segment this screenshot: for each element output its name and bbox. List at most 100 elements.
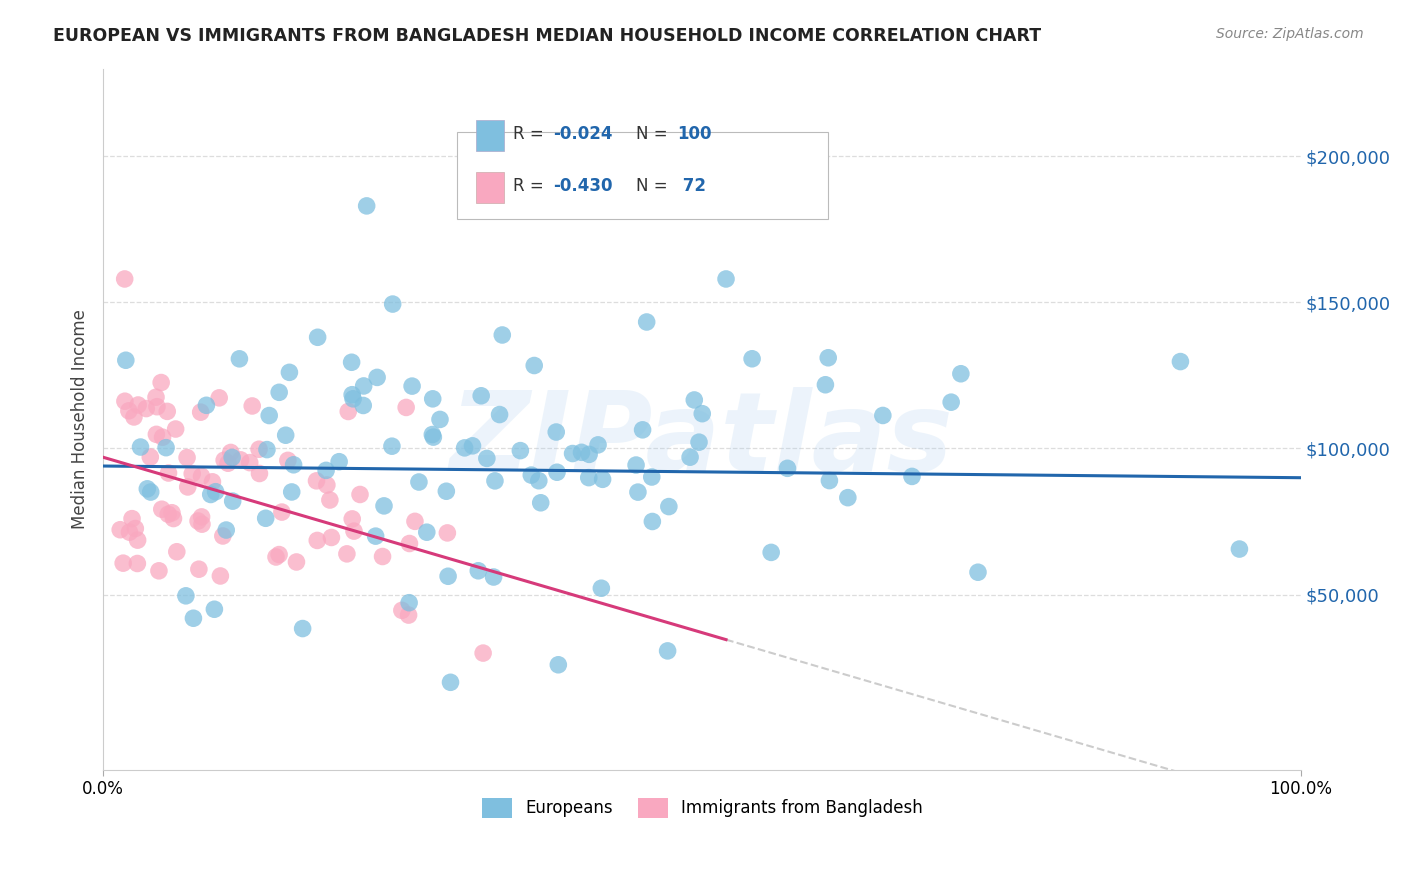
Point — [217, 456, 239, 470]
Text: ZIPatlas: ZIPatlas — [450, 387, 953, 494]
Point — [190, 405, 212, 419]
Point — [356, 199, 378, 213]
Point — [818, 474, 841, 488]
Point — [202, 602, 225, 616]
Point — [484, 474, 506, 488]
Point — [201, 475, 224, 489]
Point — [121, 511, 143, 525]
Point — [146, 400, 169, 414]
Point — [305, 474, 328, 488]
Point — [482, 570, 505, 584]
Point — [949, 367, 972, 381]
Point — [150, 502, 173, 516]
FancyBboxPatch shape — [457, 132, 828, 219]
Point — [195, 398, 218, 412]
Point — [114, 353, 136, 368]
Point — [336, 547, 359, 561]
Point — [436, 525, 458, 540]
Point — [342, 512, 364, 526]
Point — [759, 545, 782, 559]
Point — [776, 461, 799, 475]
Point — [578, 447, 600, 461]
Point — [690, 407, 713, 421]
Point — [114, 394, 136, 409]
Point — [187, 562, 209, 576]
Point — [249, 467, 271, 481]
Point — [1170, 354, 1192, 368]
Point — [160, 506, 183, 520]
Point — [256, 442, 278, 457]
Point — [211, 529, 233, 543]
Point — [641, 470, 664, 484]
Point — [658, 500, 681, 514]
Point — [366, 370, 388, 384]
Point — [491, 328, 513, 343]
Point — [247, 442, 270, 457]
Point — [340, 387, 363, 401]
Point — [254, 511, 277, 525]
Point — [872, 409, 894, 423]
Point — [240, 399, 263, 413]
Point — [307, 533, 329, 548]
Point — [439, 675, 461, 690]
Point — [183, 611, 205, 625]
Point — [530, 496, 553, 510]
Point — [373, 499, 395, 513]
Point — [215, 523, 238, 537]
Point — [257, 409, 280, 423]
Point — [166, 545, 188, 559]
Point — [145, 390, 167, 404]
Point — [174, 589, 197, 603]
Point — [191, 517, 214, 532]
Point — [817, 351, 839, 365]
Point — [578, 470, 600, 484]
Point — [139, 450, 162, 464]
Point — [118, 525, 141, 540]
Point — [901, 469, 924, 483]
Point — [139, 485, 162, 500]
Point — [398, 596, 420, 610]
Point — [155, 441, 177, 455]
Point — [129, 440, 152, 454]
Point — [190, 469, 212, 483]
Point — [434, 484, 457, 499]
Point — [422, 392, 444, 406]
Point — [475, 451, 498, 466]
Point — [315, 478, 337, 492]
Point — [381, 439, 404, 453]
Point — [627, 485, 650, 500]
Point — [429, 412, 451, 426]
Text: N =: N = — [636, 178, 673, 195]
Point — [127, 398, 149, 412]
FancyBboxPatch shape — [475, 120, 505, 152]
Point — [467, 564, 489, 578]
Point — [337, 404, 360, 418]
Point — [285, 555, 308, 569]
Point — [280, 485, 302, 500]
Point — [162, 511, 184, 525]
Point — [328, 455, 350, 469]
Point — [177, 480, 200, 494]
Point — [381, 297, 404, 311]
Point — [352, 399, 374, 413]
Point — [239, 456, 262, 470]
Point — [291, 622, 314, 636]
Point — [683, 392, 706, 407]
Point — [212, 453, 235, 467]
Point — [165, 422, 187, 436]
Point — [319, 493, 342, 508]
Point — [269, 385, 291, 400]
Point — [527, 474, 550, 488]
Y-axis label: Median Household Income: Median Household Income — [72, 310, 89, 529]
Point — [342, 392, 364, 406]
Point — [307, 330, 329, 344]
Text: -0.430: -0.430 — [554, 178, 613, 195]
Point — [398, 608, 420, 623]
Point — [156, 404, 179, 418]
Point — [547, 657, 569, 672]
Point — [157, 466, 180, 480]
Text: N =: N = — [636, 125, 673, 143]
Point — [108, 523, 131, 537]
Point — [127, 533, 149, 548]
Point — [112, 556, 135, 570]
